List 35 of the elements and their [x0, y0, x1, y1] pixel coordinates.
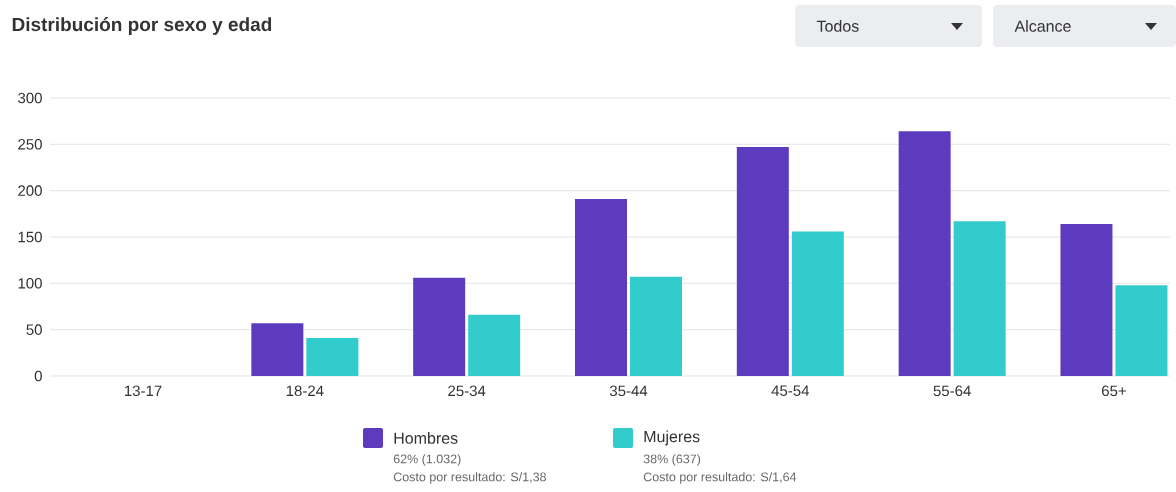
x-tick-label: 35-44 — [609, 385, 648, 397]
x-tick-label: 18-24 — [286, 385, 324, 397]
y-tick-label: 0 — [34, 370, 42, 382]
x-tick-label: 55-64 — [933, 385, 971, 397]
bar — [413, 277, 466, 376]
y-tick-label: 100 — [18, 278, 42, 289]
text: Alcance — [1014, 20, 1071, 32]
bar — [791, 231, 844, 376]
text: Costo por resultado: S/1,64 — [643, 472, 797, 484]
text: Costo por resultado: S/1,38 — [393, 472, 546, 484]
x-tick-label: 25-34 — [448, 385, 486, 397]
x-tick-label: 65+ — [1102, 385, 1126, 397]
bar — [1060, 224, 1113, 376]
x-tick-label: 45-54 — [771, 385, 810, 396]
y-tick-label: 200 — [18, 185, 42, 196]
bar — [953, 221, 1006, 376]
text: 38% (637) — [643, 454, 701, 466]
bar — [736, 147, 789, 376]
legend-label: Mujeres — [644, 430, 700, 446]
x-tick-label: 13-17 — [124, 385, 162, 397]
y-tick-label: 250 — [18, 139, 42, 150]
bar — [898, 131, 951, 376]
bar — [306, 337, 359, 376]
bar — [468, 314, 521, 376]
legend-label: Hombres — [394, 432, 458, 444]
text: Todos — [816, 20, 859, 32]
bar — [629, 276, 682, 376]
text: 62% (1.032) — [393, 454, 461, 466]
bar — [574, 198, 627, 376]
bar — [251, 323, 304, 376]
y-tick-label: 50 — [26, 324, 42, 335]
chart-title: Distribución por sexo y edad — [12, 17, 272, 35]
y-tick-label: 300 — [18, 92, 42, 104]
y-tick-label: 150 — [18, 231, 42, 243]
bar — [1115, 285, 1168, 376]
